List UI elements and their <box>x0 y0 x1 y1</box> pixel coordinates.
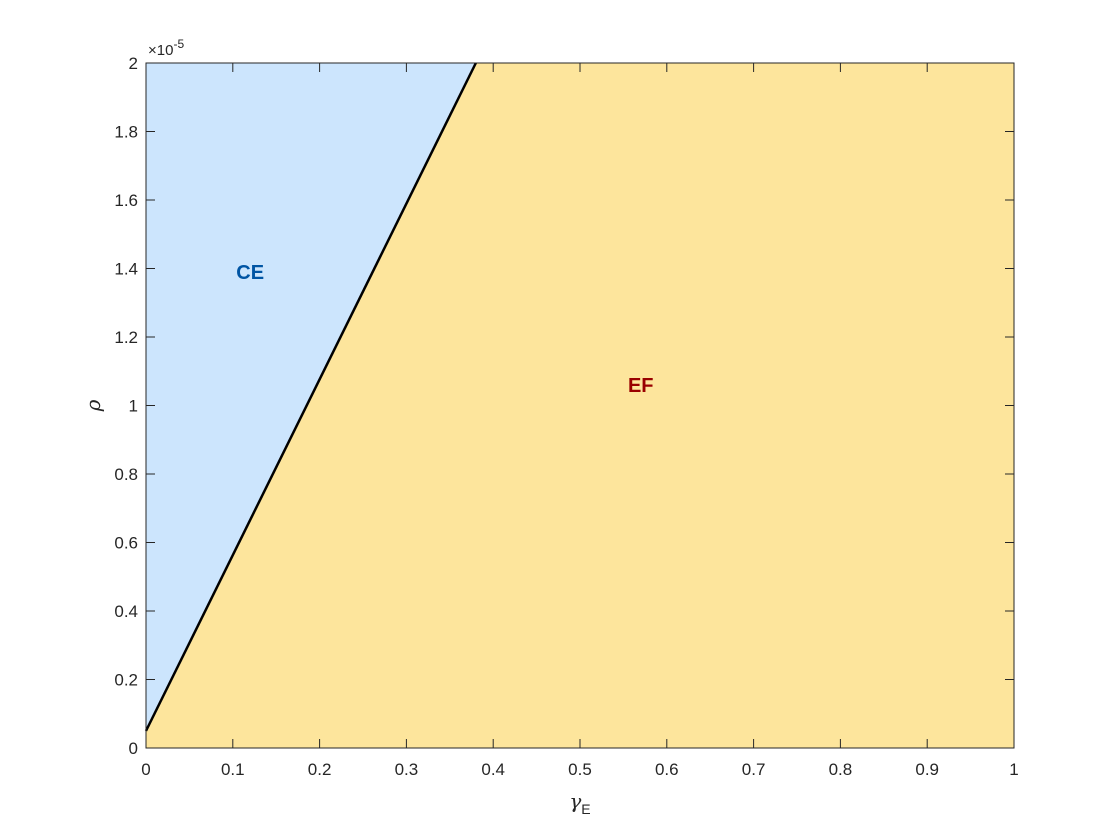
boundary-line <box>144 62 477 732</box>
y-axis-label: ρ <box>81 399 105 412</box>
y-tick-label: 1.8 <box>114 123 138 142</box>
x-tick-label: 1 <box>1009 760 1018 779</box>
x-tick-label: 0.3 <box>395 760 419 779</box>
y-tick-label: 0.4 <box>114 602 138 621</box>
y-tick-label: 2 <box>129 54 138 73</box>
x-axis-label: γE <box>569 789 590 817</box>
region-label-ce: CE <box>236 262 264 284</box>
y-tick-label: 1.2 <box>114 328 138 347</box>
y-tick-label: 1.4 <box>114 260 138 279</box>
y-multiplier-label: ×10-5 <box>148 37 184 59</box>
x-tick-label: 0.1 <box>221 760 245 779</box>
x-tick-label: 0.8 <box>829 760 853 779</box>
x-tick-label: 0.4 <box>481 760 505 779</box>
x-tick-label: 0.5 <box>568 760 592 779</box>
y-tick-label: 0.6 <box>114 534 138 553</box>
x-tick-label: 0.9 <box>915 760 939 779</box>
y-tick-label: 0 <box>129 739 138 758</box>
x-tick-label: 0.2 <box>308 760 332 779</box>
y-tick-label: 0.8 <box>114 465 138 484</box>
x-tick-label: 0 <box>141 760 150 779</box>
region-label-ef: EF <box>628 375 654 397</box>
y-tick-label: 1.6 <box>114 191 138 210</box>
region-ef-fill <box>146 63 1014 748</box>
x-tick-label: 0.6 <box>655 760 679 779</box>
y-tick-label: 1 <box>129 397 138 416</box>
y-tick-label: 0.2 <box>114 671 138 690</box>
x-tick-label: 0.7 <box>742 760 766 779</box>
